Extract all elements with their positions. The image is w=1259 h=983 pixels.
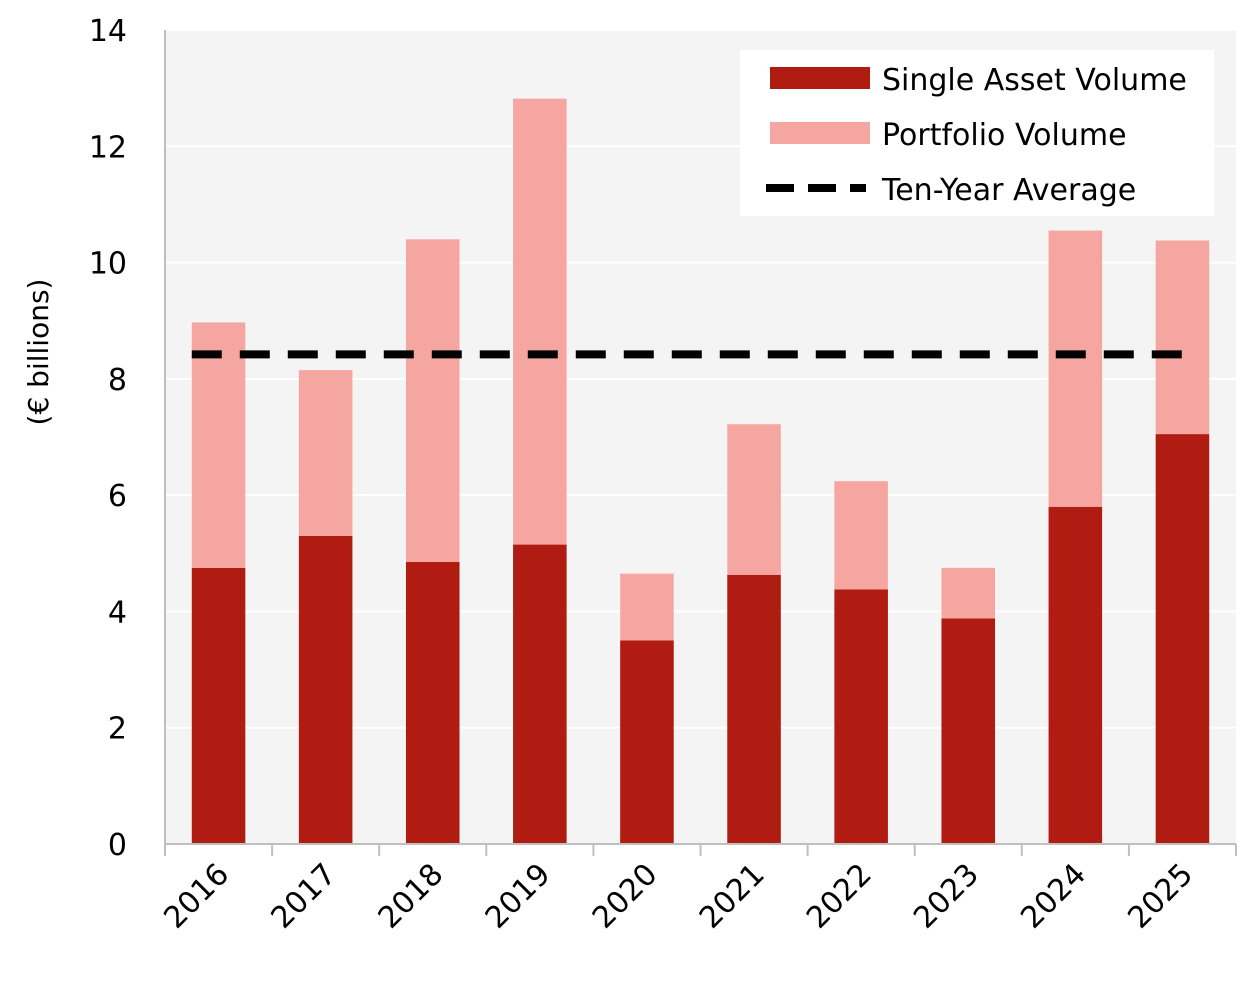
- bar-portfolio-2024: [1048, 230, 1103, 507]
- bar-portfolio-2018: [405, 239, 460, 563]
- bar-portfolio-2021: [727, 424, 781, 575]
- x-tick-label: 2022: [800, 857, 879, 936]
- x-tick-label: 2019: [479, 857, 558, 936]
- bar-single-asset-2020: [620, 640, 674, 844]
- bar-single-asset-2019: [513, 544, 567, 844]
- bar-portfolio-2017: [298, 370, 353, 536]
- bar-single-asset-2021: [727, 574, 781, 844]
- x-tick-label: 2024: [1014, 857, 1093, 936]
- legend-label-portfolio: Portfolio Volume: [882, 118, 1127, 153]
- legend-label-ten-year-average: Ten-Year Average: [881, 173, 1136, 208]
- bar-portfolio-2020: [620, 573, 674, 641]
- bar-portfolio-2016: [191, 322, 246, 568]
- bar-portfolio-2019: [513, 98, 567, 545]
- legend-swatch-portfolio: [770, 122, 870, 144]
- y-tick-label: 10: [89, 247, 127, 282]
- x-tick-labels: 2016 2017 2018 2019 2020 2021 2022 2023 2024 2025: [157, 857, 1200, 936]
- bar-portfolio-2022: [834, 481, 888, 590]
- x-tick-label: 2021: [693, 857, 772, 936]
- y-tick-label: 2: [108, 712, 127, 747]
- bar-single-asset-2024: [1048, 506, 1103, 844]
- bars: [191, 98, 1210, 844]
- x-tick-label: 2023: [907, 857, 986, 936]
- x-tick-label: 2017: [265, 857, 344, 936]
- y-tick-label: 0: [108, 828, 127, 863]
- y-tick-labels: 0 2 4 6 8 10 12 14: [89, 14, 127, 863]
- x-tick-label: 2025: [1121, 857, 1200, 936]
- y-tick-label: 6: [108, 479, 127, 514]
- bar-single-asset-2017: [298, 535, 353, 844]
- bar-single-asset-2025: [1155, 434, 1210, 844]
- legend-swatch-single-asset: [770, 67, 870, 89]
- y-axis-title: (€ billions): [22, 279, 55, 426]
- bar-single-asset-2018: [405, 562, 460, 844]
- bar-portfolio-2023: [941, 567, 996, 619]
- x-tick-label: 2020: [586, 857, 665, 936]
- bar-single-asset-2023: [941, 618, 996, 844]
- x-tick-label: 2016: [157, 857, 236, 936]
- axes: [164, 30, 1237, 856]
- y-tick-label: 14: [89, 14, 127, 49]
- bar-portfolio-2025: [1155, 240, 1210, 435]
- x-tick-label: 2018: [372, 857, 451, 936]
- y-tick-label: 12: [89, 130, 127, 165]
- y-tick-label: 8: [108, 363, 127, 398]
- legend: Single Asset Volume Portfolio Volume Ten…: [740, 50, 1214, 216]
- legend-label-single-asset: Single Asset Volume: [882, 63, 1187, 98]
- y-tick-label: 4: [108, 595, 127, 630]
- bar-single-asset-2016: [191, 567, 246, 844]
- bar-single-asset-2022: [834, 589, 888, 844]
